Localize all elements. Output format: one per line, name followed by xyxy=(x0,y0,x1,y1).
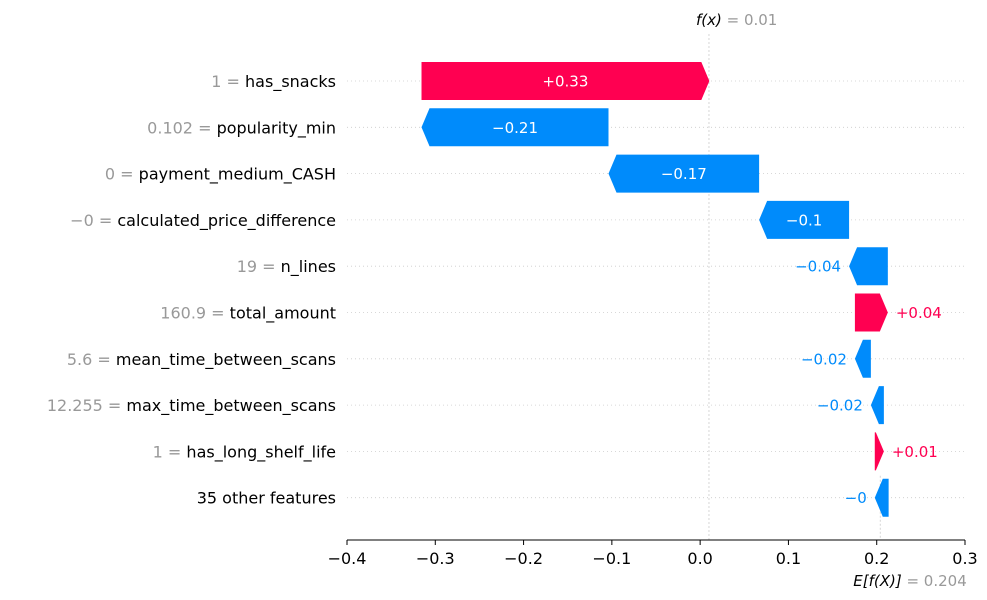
feature-label: 1 = has_snacks xyxy=(211,72,336,92)
bar-value-label: +0.04 xyxy=(896,304,942,322)
output-value: = 0.01 xyxy=(722,11,778,29)
bar-value-label: +0.01 xyxy=(892,443,938,461)
feature-label: 5.6 = mean_time_between_scans xyxy=(67,350,336,370)
output-value-annotation: f(x) = 0.01 xyxy=(696,11,777,29)
feature-value: −0 = xyxy=(70,211,117,230)
bars: +0.33 −0.21 −0.17 −0.1 −0.04 +0.04 −0.02 −0.02 +… xyxy=(421,62,942,517)
bar-value-label: −0.02 xyxy=(801,350,847,368)
x-tick-label: 0.3 xyxy=(952,549,977,568)
feature-label: 160.9 = total_amount xyxy=(160,304,336,324)
waterfall-bar xyxy=(874,478,889,517)
waterfall-bar xyxy=(759,200,850,239)
feature-label: 1 = has_long_shelf_life xyxy=(153,442,336,462)
feature-value: 19 = xyxy=(237,257,281,276)
feature-label: 0 = payment_medium_CASH xyxy=(105,165,336,185)
waterfall-bar xyxy=(854,293,888,332)
bar-value-label: −0 xyxy=(845,489,867,507)
bar-value-label: −0.04 xyxy=(795,258,841,276)
waterfall-bar xyxy=(849,247,888,286)
base-value: = 0.204 xyxy=(902,572,967,590)
feature-label: −0 = calculated_price_difference xyxy=(70,211,336,231)
feature-value: 1 = xyxy=(153,442,187,461)
feature-name: 35 other features xyxy=(197,489,336,508)
feature-name: calculated_price_difference xyxy=(117,211,336,231)
feature-value: 0 = xyxy=(105,165,139,184)
x-tick-label: 0.2 xyxy=(864,549,889,568)
feature-name: max_time_between_scans xyxy=(126,396,336,416)
feature-name: total_amount xyxy=(230,304,336,324)
waterfall-bar xyxy=(421,108,609,147)
feature-label: 35 other features xyxy=(197,489,336,508)
waterfall-bar xyxy=(421,62,710,100)
x-tick-label: −0.1 xyxy=(592,549,631,568)
bar-value-label: −0.1 xyxy=(786,211,822,229)
waterfall-bar xyxy=(874,432,884,471)
base-value-annotation: E[f(X)] = 0.204 xyxy=(853,572,967,590)
x-tick-label: 0.0 xyxy=(687,549,712,568)
feature-name: payment_medium_CASH xyxy=(139,165,336,185)
bar-value-label: −0.02 xyxy=(817,397,863,415)
feature-name: has_long_shelf_life xyxy=(186,442,336,462)
reference-lines xyxy=(708,34,881,540)
feature-label: 19 = n_lines xyxy=(237,257,336,277)
feature-name: has_snacks xyxy=(245,72,336,92)
feature-value: 160.9 = xyxy=(160,304,229,323)
feature-name: popularity_min xyxy=(217,118,336,138)
feature-value: 5.6 = xyxy=(67,350,116,369)
feature-labels: 1 = has_snacks 0.102 = popularity_min 0 = … xyxy=(47,72,336,508)
feature-value: 0.102 = xyxy=(147,118,216,137)
x-axis: −0.4 −0.3 −0.2 −0.1 0.0 0.1 0.2 0.3 xyxy=(328,539,978,568)
bar-value-label: −0.17 xyxy=(661,165,707,183)
feature-label: 12.255 = max_time_between_scans xyxy=(47,396,336,416)
waterfall-bar xyxy=(854,339,871,378)
x-tick-label: −0.2 xyxy=(504,549,543,568)
bar-value-label: −0.21 xyxy=(492,119,538,137)
x-tick-label: 0.1 xyxy=(776,549,801,568)
waterfall-bar xyxy=(870,386,884,425)
base-label: E[f(X)] xyxy=(853,572,902,590)
x-tick-label: −0.4 xyxy=(328,549,367,568)
feature-label: 0.102 = popularity_min xyxy=(147,118,336,138)
annotations: f(x) = 0.01 E[f(X)] = 0.204 xyxy=(696,11,967,590)
feature-name: mean_time_between_scans xyxy=(116,350,336,370)
feature-value: 12.255 = xyxy=(47,396,127,415)
output-label: f(x) xyxy=(696,11,722,29)
x-tick-label: −0.3 xyxy=(416,549,455,568)
feature-value: 1 = xyxy=(211,72,245,91)
feature-name: n_lines xyxy=(281,257,336,277)
bar-value-label: +0.33 xyxy=(542,73,588,91)
waterfall-bar xyxy=(608,154,760,193)
